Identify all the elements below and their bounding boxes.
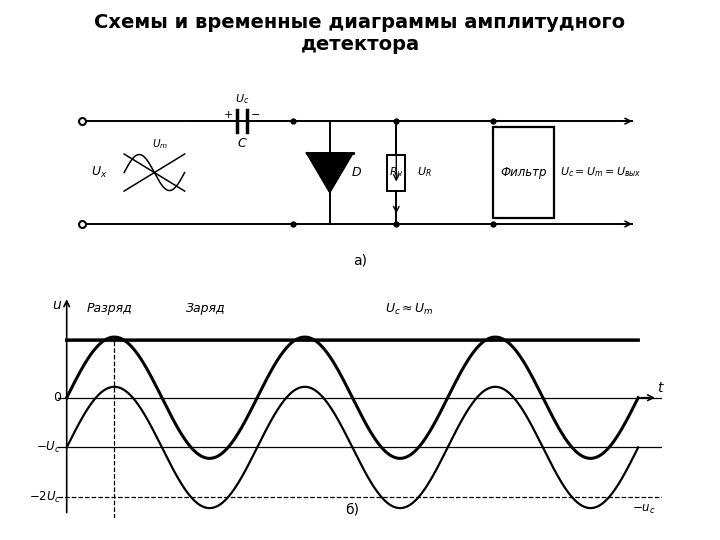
Text: $-u_c$: $-u_c$: [632, 503, 656, 516]
Text: $C$: $C$: [237, 137, 248, 150]
Text: $U_c=U_m=U_{вых}$: $U_c=U_m=U_{вых}$: [559, 166, 642, 179]
Text: $U_c\approx U_m$: $U_c\approx U_m$: [385, 302, 434, 317]
Text: $U_c$: $U_c$: [235, 92, 249, 106]
Text: +: +: [224, 110, 233, 120]
Text: −: −: [251, 110, 260, 120]
Bar: [387, 154, 405, 191]
Text: $D$: $D$: [351, 166, 362, 179]
Polygon shape: [307, 153, 353, 192]
Text: $-U_c$: $-U_c$: [37, 440, 61, 455]
Text: $U_m$: $U_m$: [153, 137, 168, 151]
Text: t: t: [657, 381, 662, 395]
Text: Фильтр: Фильтр: [500, 166, 546, 179]
Text: а): а): [353, 254, 367, 268]
Text: $R_н$: $R_н$: [389, 166, 403, 179]
Text: $-2U_c$: $-2U_c$: [29, 490, 61, 505]
Text: Разряд: Разряд: [87, 302, 132, 315]
Text: 0: 0: [53, 391, 61, 404]
Text: детектора: детектора: [300, 35, 420, 54]
Text: б): б): [346, 503, 359, 517]
Text: u: u: [53, 298, 61, 312]
Text: Заряд: Заряд: [186, 302, 225, 315]
Text: Схемы и временные диаграммы амплитудного: Схемы и временные диаграммы амплитудного: [94, 14, 626, 32]
Text: $U_x$: $U_x$: [91, 165, 107, 180]
Text: $U_R$: $U_R$: [418, 166, 432, 179]
Bar: [493, 127, 554, 218]
